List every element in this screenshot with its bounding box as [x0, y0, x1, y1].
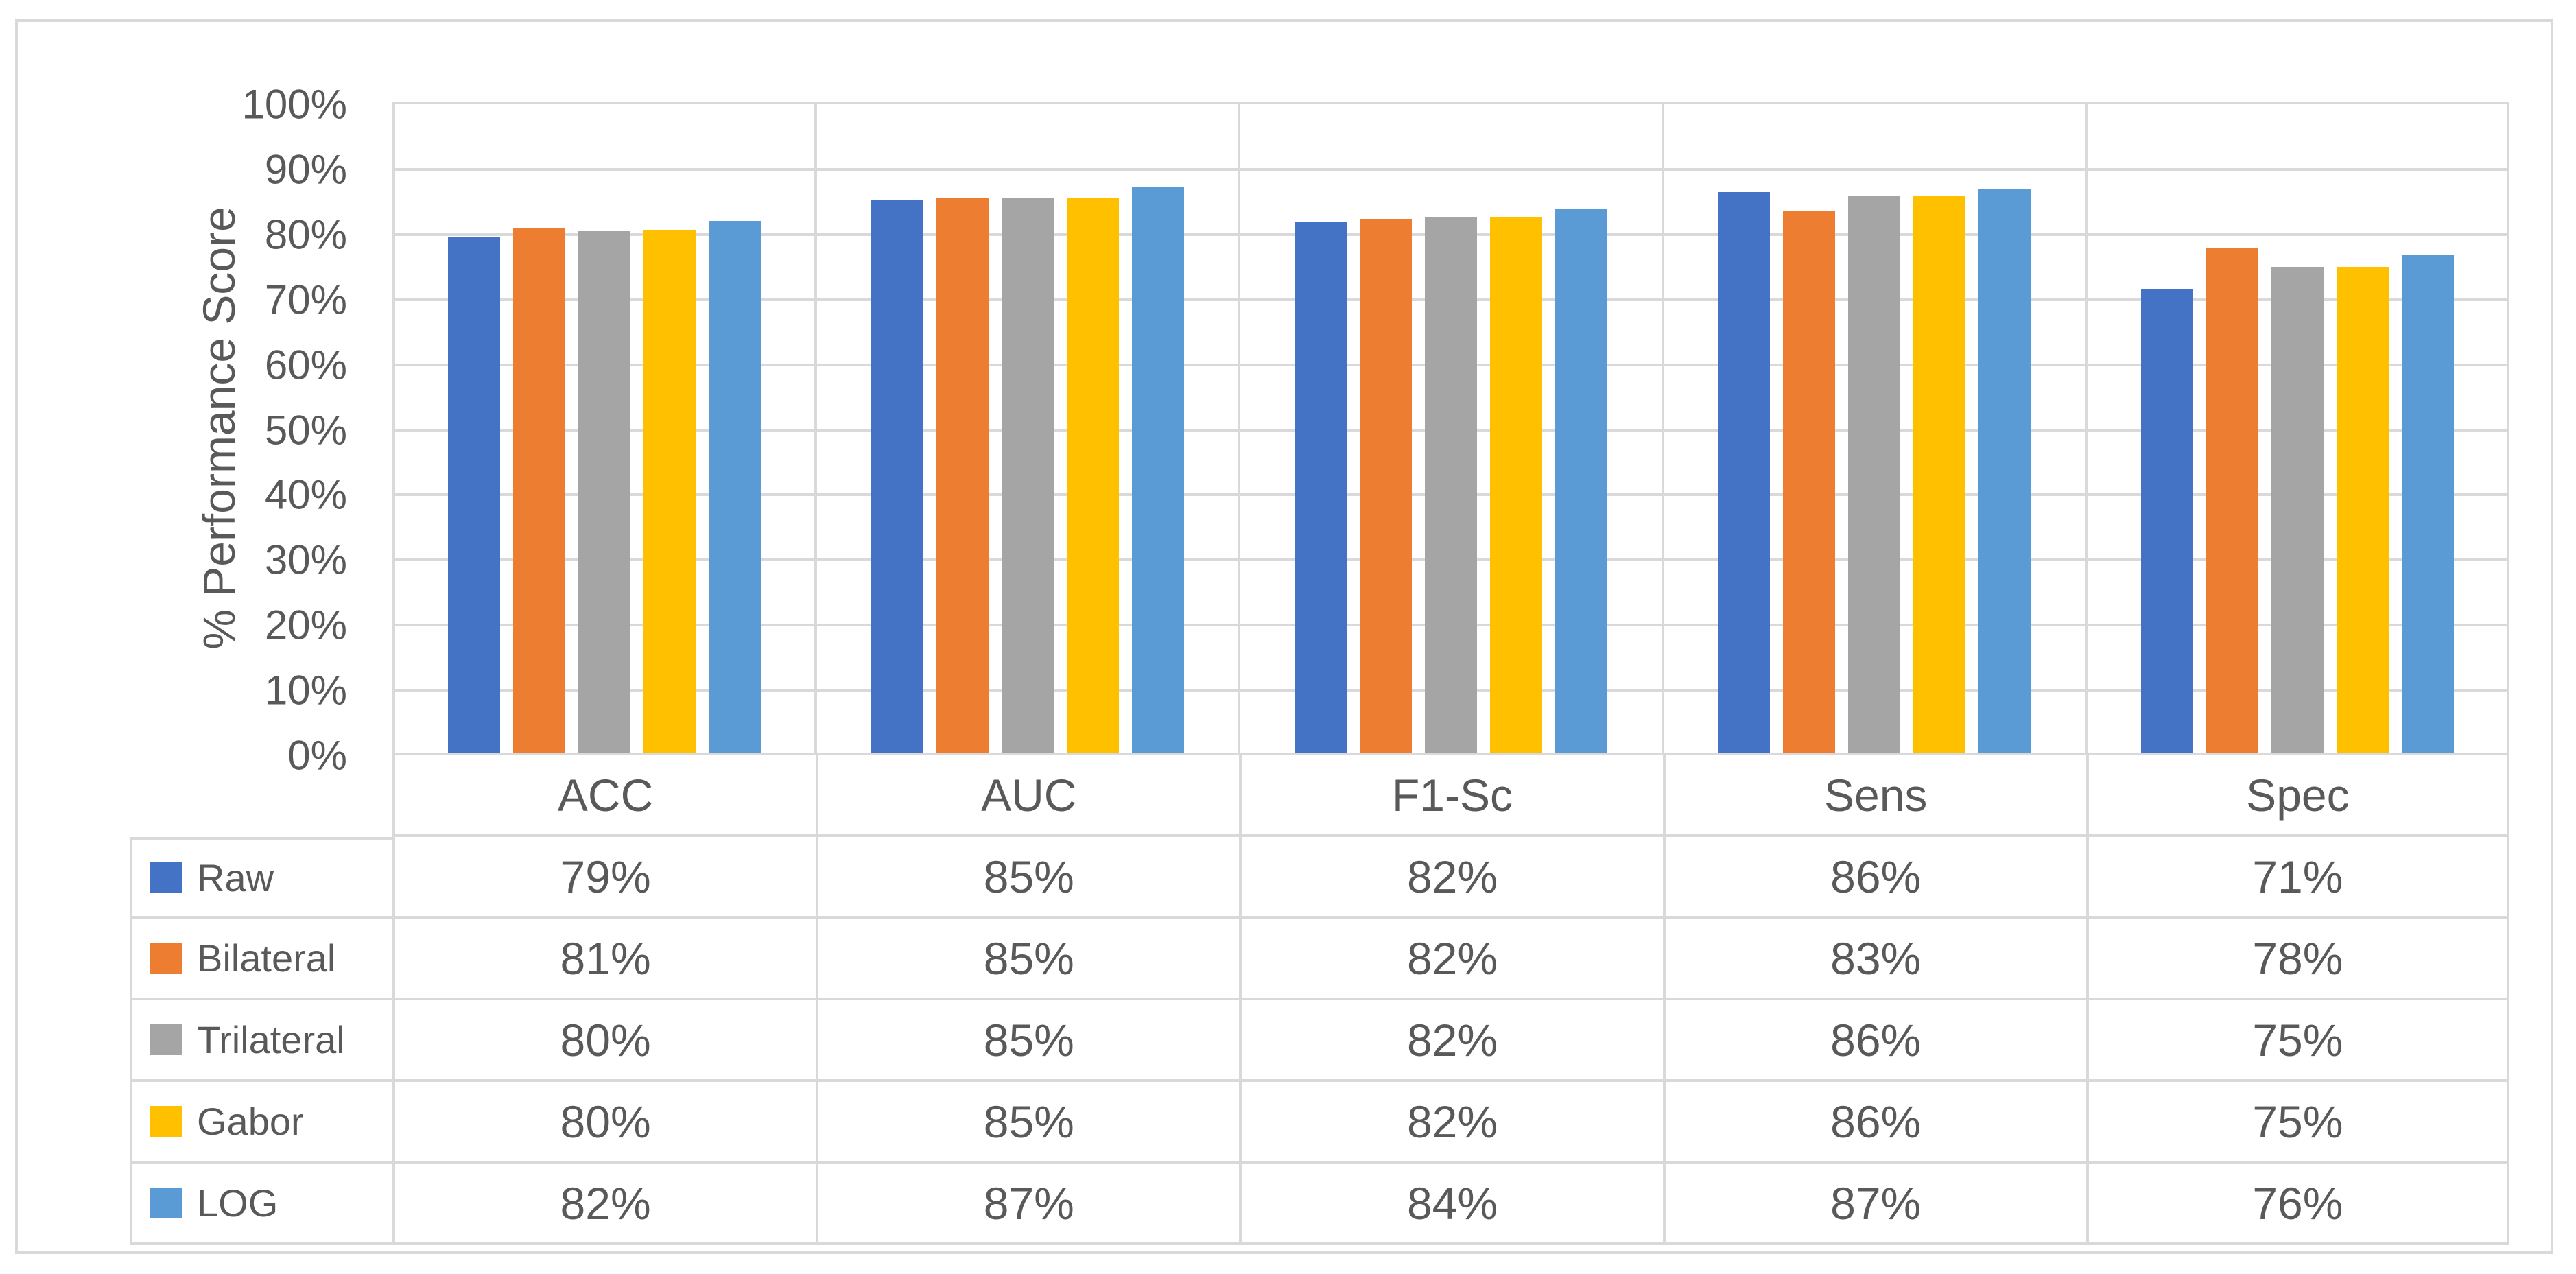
value-cell-bilateral-f1-sc: 82% [1239, 919, 1663, 1000]
y-tick-label: 100% [241, 81, 347, 128]
bar-raw-f1-sc [1294, 222, 1347, 753]
y-tick-label: 10% [264, 667, 347, 713]
bar-gabor-f1-sc [1489, 217, 1542, 753]
bar-trilateral-f1-sc [1424, 217, 1477, 753]
plot-border-top [392, 102, 2509, 104]
value-cell-raw-auc: 85% [816, 837, 1240, 919]
category-band-acc [392, 104, 816, 753]
bar-raw-acc [447, 237, 500, 753]
value-cell-gabor-f1-sc: 82% [1239, 1082, 1663, 1164]
value-cell-gabor-spec: 75% [2085, 1082, 2509, 1164]
value-cell-gabor-sens: 86% [1662, 1082, 2086, 1164]
category-divider [2084, 102, 2088, 755]
legend-swatch-log [150, 1188, 182, 1218]
bar-gabor-auc [1066, 198, 1119, 753]
value-cell-bilateral-spec: 78% [2085, 919, 2509, 1000]
value-cell-log-sens: 87% [1662, 1164, 2086, 1245]
y-axis-line [392, 102, 395, 755]
bar-bilateral-acc [512, 228, 565, 753]
legend-label: LOG [197, 1181, 279, 1225]
bar-log-acc [708, 221, 761, 753]
value-cell-raw-acc: 79% [392, 837, 816, 919]
legend-key-bilateral: Bilateral [130, 919, 392, 1000]
legend-label: Trilateral [197, 1018, 345, 1061]
y-tick-label: 30% [264, 536, 347, 583]
legend-label: Bilateral [197, 936, 336, 980]
value-cell-trilateral-auc: 85% [816, 1000, 1240, 1082]
legend-key-raw: Raw [130, 837, 392, 919]
value-cell-bilateral-auc: 85% [816, 919, 1240, 1000]
y-tick-label: 60% [264, 342, 347, 388]
category-header-sens: Sens [1662, 755, 2086, 837]
value-cell-bilateral-sens: 83% [1662, 919, 2086, 1000]
legend-swatch-raw [150, 862, 182, 893]
category-divider [1238, 102, 1241, 755]
y-tick-label: 40% [264, 471, 347, 518]
x-axis-line [392, 753, 2509, 755]
bar-log-sens [1978, 189, 2031, 753]
bar-trilateral-acc [578, 231, 630, 753]
bar-trilateral-auc [1001, 198, 1054, 753]
value-cell-raw-spec: 71% [2085, 837, 2509, 919]
value-cell-raw-f1-sc: 82% [1239, 837, 1663, 919]
value-cell-bilateral-acc: 81% [392, 919, 816, 1000]
bar-bilateral-sens [1783, 211, 1836, 753]
category-header-f1-sc: F1-Sc [1239, 755, 1663, 837]
bar-raw-spec [2141, 289, 2194, 753]
bar-bilateral-f1-sc [1359, 219, 1412, 753]
figure-frame: % Performance Score 0% 10% 20% 30% 40% 50% 60%… [15, 19, 2553, 1254]
bar-raw-sens [1718, 192, 1771, 753]
bar-gabor-spec [2337, 267, 2389, 753]
value-cell-raw-sens: 86% [1662, 837, 2086, 919]
value-cell-gabor-acc: 80% [392, 1082, 816, 1164]
y-tick-label: 80% [264, 211, 347, 258]
legend-label: Raw [197, 856, 274, 899]
value-cell-trilateral-sens: 86% [1662, 1000, 2086, 1082]
value-cell-log-auc: 87% [816, 1164, 1240, 1245]
bar-trilateral-sens [1848, 196, 1901, 753]
bar-log-f1-sc [1555, 209, 1607, 753]
y-tick-label: 70% [264, 276, 347, 323]
legend-key-gabor: Gabor [130, 1082, 392, 1164]
y-tick-label: 90% [264, 146, 347, 193]
bar-trilateral-spec [2271, 267, 2324, 753]
category-header-acc: ACC [392, 755, 816, 837]
value-cell-log-spec: 76% [2085, 1164, 2509, 1245]
category-band-f1-sc [1239, 104, 1662, 753]
bar-bilateral-spec [2206, 248, 2259, 753]
value-cell-gabor-auc: 85% [816, 1082, 1240, 1164]
legend-key-log: LOG [130, 1164, 392, 1245]
value-cell-log-f1-sc: 84% [1239, 1164, 1663, 1245]
category-band-sens [1663, 104, 2086, 753]
value-cell-trilateral-f1-sc: 82% [1239, 1000, 1663, 1082]
bar-raw-auc [871, 200, 923, 753]
category-divider [814, 102, 818, 755]
legend-swatch-trilateral [150, 1024, 182, 1055]
value-cell-trilateral-acc: 80% [392, 1000, 816, 1082]
y-tick-label: 0% [287, 732, 347, 779]
bar-log-auc [1131, 187, 1184, 753]
y-tick-label: 20% [264, 602, 347, 648]
category-header-spec: Spec [2085, 755, 2509, 837]
category-header-auc: AUC [816, 755, 1240, 837]
bar-gabor-acc [643, 230, 696, 753]
gridline [392, 167, 2509, 171]
category-divider [1661, 102, 1664, 755]
plot-border-right [2507, 102, 2509, 755]
value-cell-trilateral-spec: 75% [2085, 1000, 2509, 1082]
legend-label: Gabor [197, 1100, 304, 1143]
legend-swatch-gabor [150, 1106, 182, 1137]
bar-gabor-sens [1913, 196, 1966, 753]
value-cell-log-acc: 82% [392, 1164, 816, 1245]
legend-swatch-bilateral [150, 943, 182, 974]
plot-area [392, 102, 2509, 755]
y-tick-label: 50% [264, 407, 347, 453]
legend-key-trilateral: Trilateral [130, 1000, 392, 1082]
category-band-spec [2086, 104, 2509, 753]
data-table: ACC AUC F1-Sc Sens Spec Raw 79% 85% 82% 86% 71% Bil… [130, 755, 2509, 1245]
category-band-auc [816, 104, 1239, 753]
bar-bilateral-auc [936, 198, 989, 753]
bar-log-spec [2402, 255, 2455, 753]
